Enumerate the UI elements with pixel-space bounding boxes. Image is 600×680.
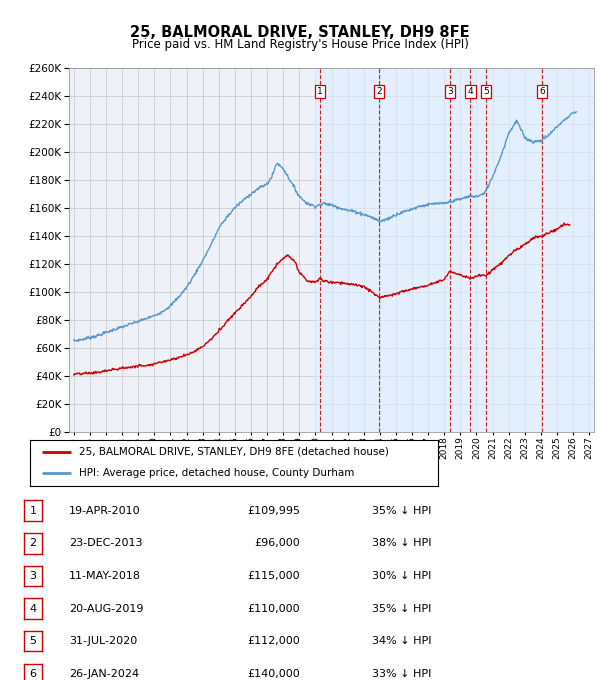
Text: 23-DEC-2013: 23-DEC-2013 (69, 539, 143, 548)
Text: 26-JAN-2024: 26-JAN-2024 (69, 669, 139, 679)
Text: HPI: Average price, detached house, County Durham: HPI: Average price, detached house, Coun… (79, 469, 355, 478)
Text: Price paid vs. HM Land Registry's House Price Index (HPI): Price paid vs. HM Land Registry's House … (131, 38, 469, 52)
Text: 35% ↓ HPI: 35% ↓ HPI (372, 604, 431, 613)
Text: 30% ↓ HPI: 30% ↓ HPI (372, 571, 431, 581)
Text: 5: 5 (29, 636, 37, 646)
Text: £110,000: £110,000 (247, 604, 300, 613)
Text: 4: 4 (29, 604, 37, 613)
Text: 25, BALMORAL DRIVE, STANLEY, DH9 8FE: 25, BALMORAL DRIVE, STANLEY, DH9 8FE (130, 25, 470, 40)
Text: 31-JUL-2020: 31-JUL-2020 (69, 636, 137, 646)
Text: 35% ↓ HPI: 35% ↓ HPI (372, 506, 431, 515)
Text: 3: 3 (29, 571, 37, 581)
Text: 20-AUG-2019: 20-AUG-2019 (69, 604, 143, 613)
Text: 6: 6 (539, 87, 545, 96)
Text: 33% ↓ HPI: 33% ↓ HPI (372, 669, 431, 679)
Text: £96,000: £96,000 (254, 539, 300, 548)
Text: £140,000: £140,000 (247, 669, 300, 679)
Text: 5: 5 (483, 87, 488, 96)
Text: 4: 4 (467, 87, 473, 96)
Text: 1: 1 (317, 87, 323, 96)
Text: 19-APR-2010: 19-APR-2010 (69, 506, 140, 515)
Text: 3: 3 (447, 87, 453, 96)
Text: 34% ↓ HPI: 34% ↓ HPI (372, 636, 431, 646)
Text: £112,000: £112,000 (247, 636, 300, 646)
Text: 2: 2 (377, 87, 382, 96)
Text: 11-MAY-2018: 11-MAY-2018 (69, 571, 141, 581)
Text: 2: 2 (29, 539, 37, 548)
Text: 6: 6 (29, 669, 37, 679)
Text: 1: 1 (29, 506, 37, 515)
Text: 38% ↓ HPI: 38% ↓ HPI (372, 539, 431, 548)
Bar (316, 68, 594, 432)
Text: £115,000: £115,000 (247, 571, 300, 581)
Text: £109,995: £109,995 (247, 506, 300, 515)
Text: 25, BALMORAL DRIVE, STANLEY, DH9 8FE (detached house): 25, BALMORAL DRIVE, STANLEY, DH9 8FE (de… (79, 447, 389, 456)
